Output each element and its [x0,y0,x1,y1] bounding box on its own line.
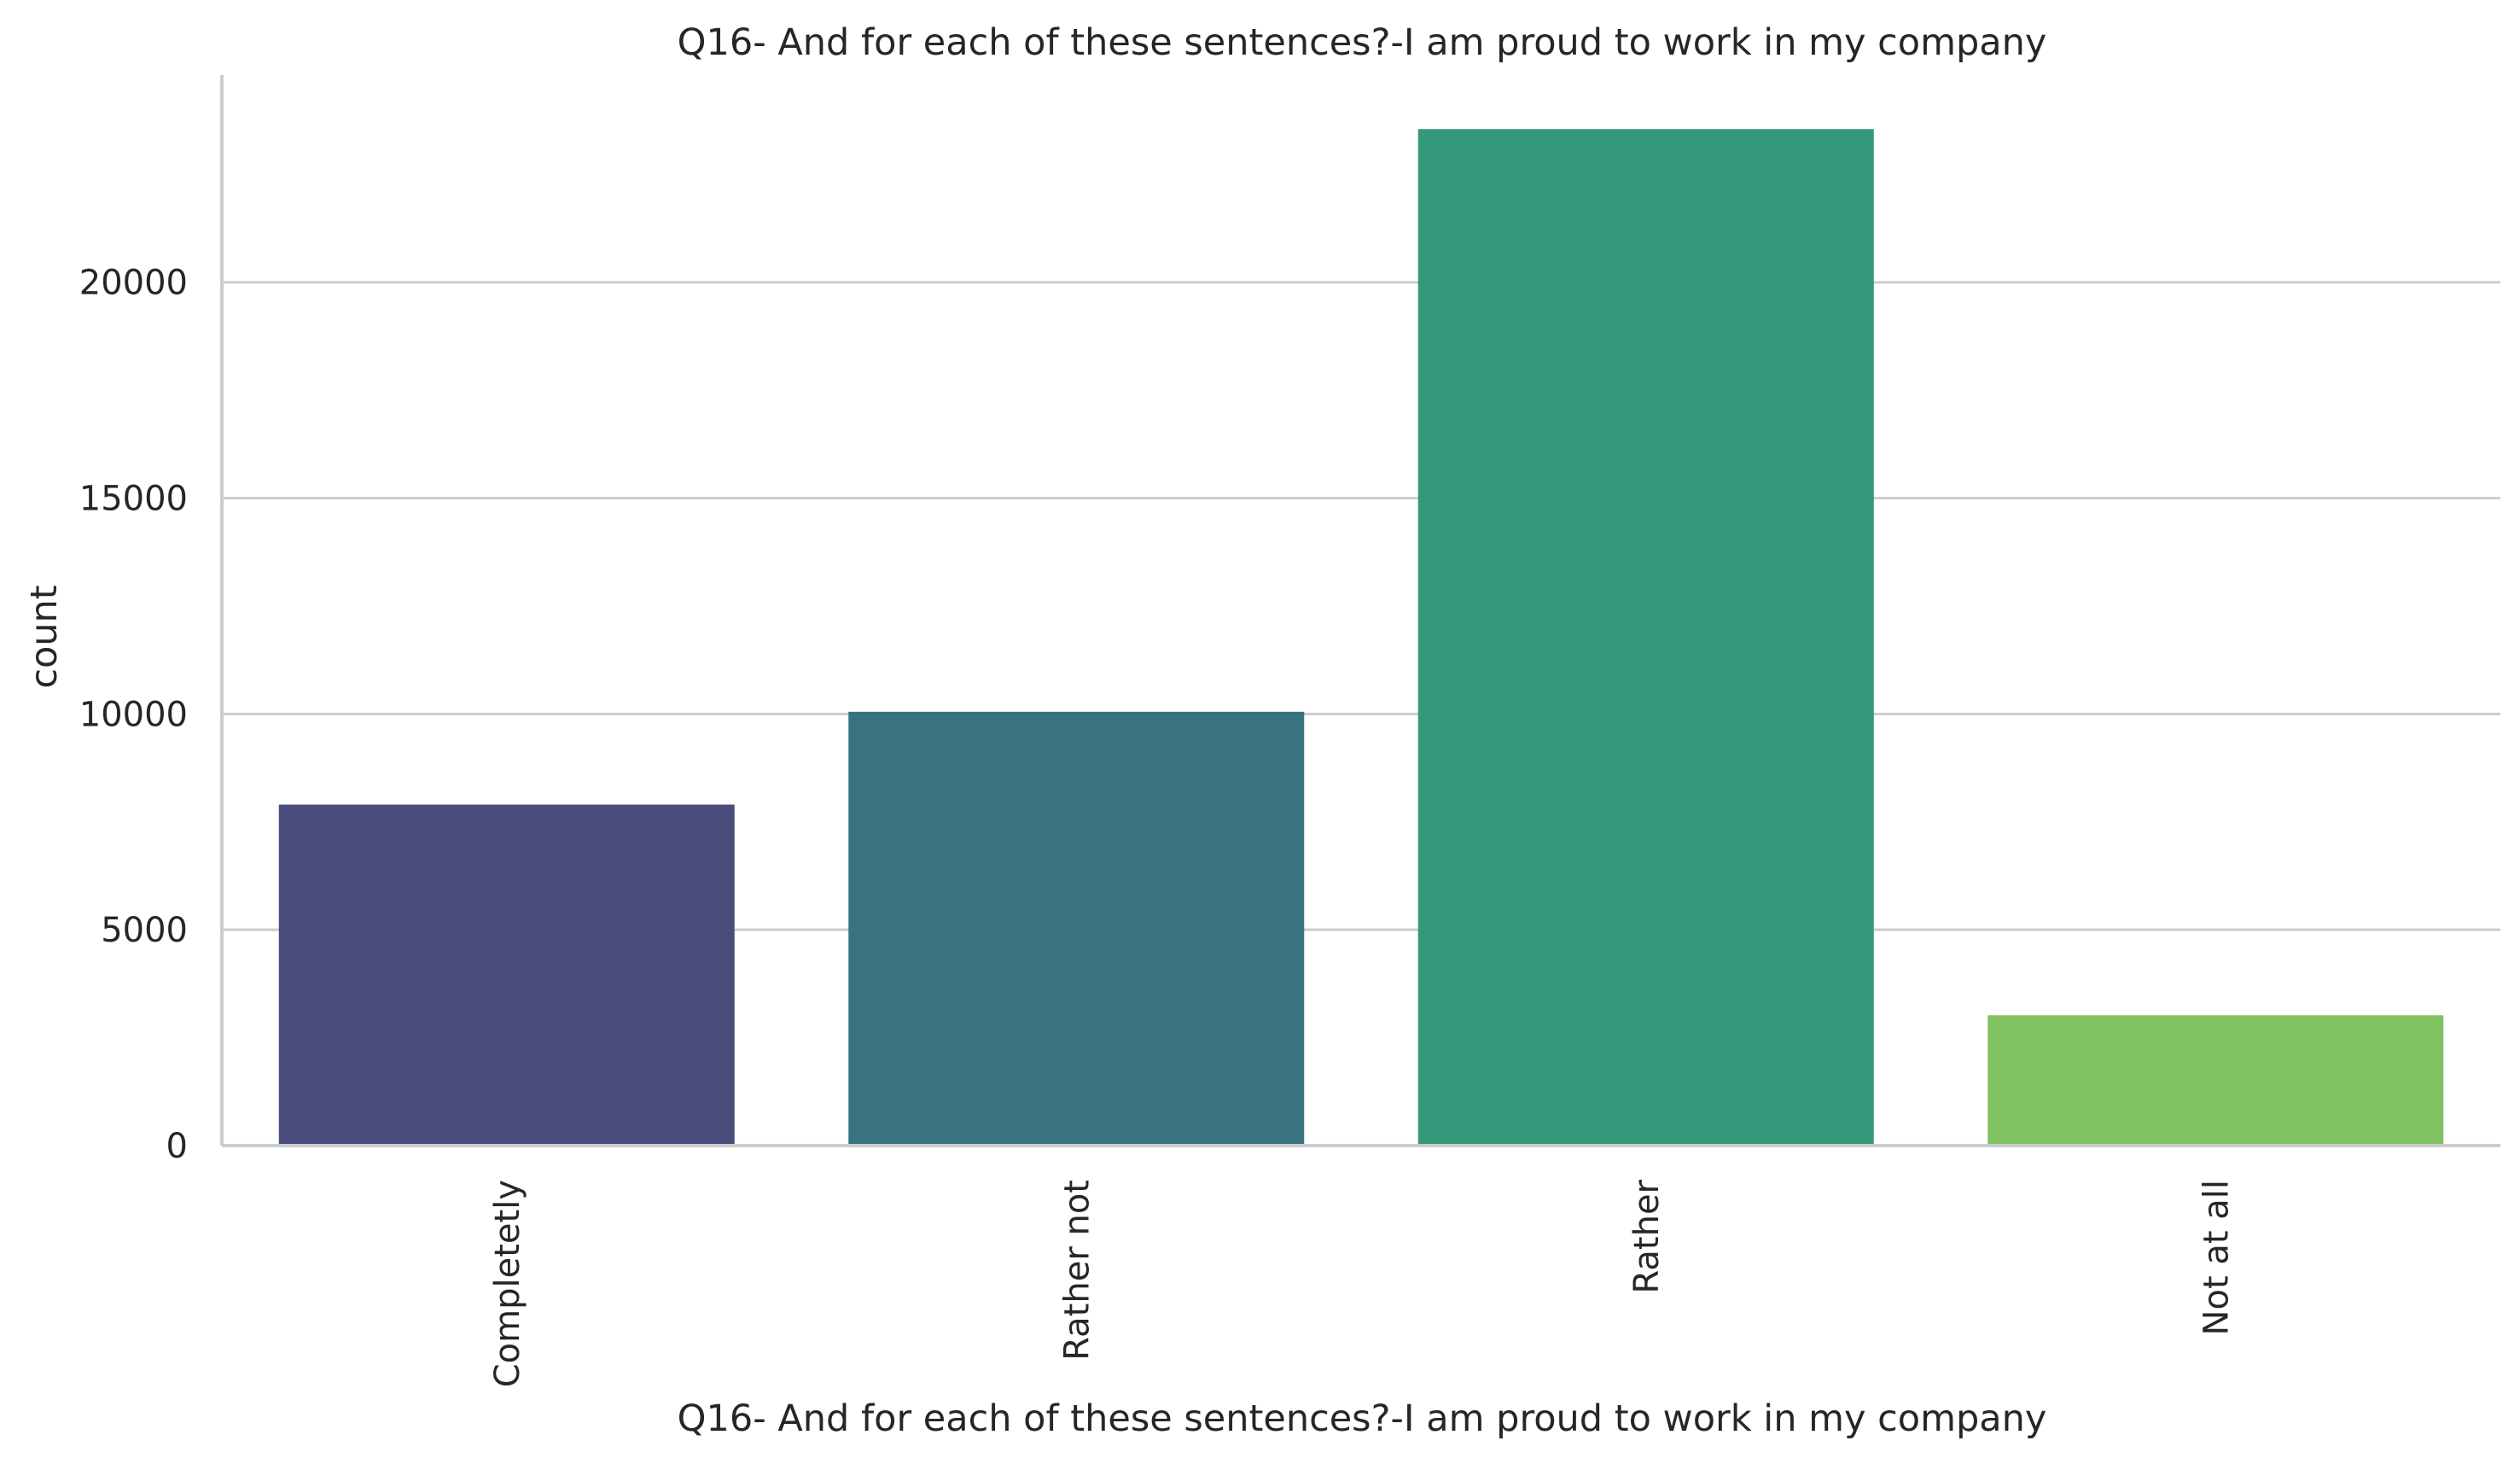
x-tick-labels: Completetly Rather not Rather Not at all [488,1179,2237,1387]
axis-layer [220,75,2500,1147]
y-tick-label: 15000 [79,480,188,519]
bar-completetly [278,804,735,1146]
grid-layer [222,281,2500,931]
y-tick-label: 0 [166,1127,188,1166]
bar-not-at-all [1987,1015,2444,1146]
bar-rather [1417,129,1874,1146]
bar-rather-not [848,711,1305,1146]
x-axis-label: Q16- And for each of these sentences?-I … [678,1397,2047,1440]
x-tick-label: Completetly [488,1180,527,1387]
y-tick-label: 5000 [101,911,188,950]
y-tick-label: 20000 [79,264,188,303]
bar-layer [278,129,2444,1146]
chart-title: Q16- And for each of these sentences?-I … [678,21,2047,64]
x-tick-label: Rather not [1057,1180,1097,1361]
x-tick-label: Not at all [2197,1180,2236,1335]
x-tick-label: Rather [1627,1179,1667,1293]
y-axis-label: count [23,585,66,688]
y-tick-labels: 0 5000 10000 15000 20000 [79,264,188,1166]
y-tick-label: 10000 [79,695,188,734]
